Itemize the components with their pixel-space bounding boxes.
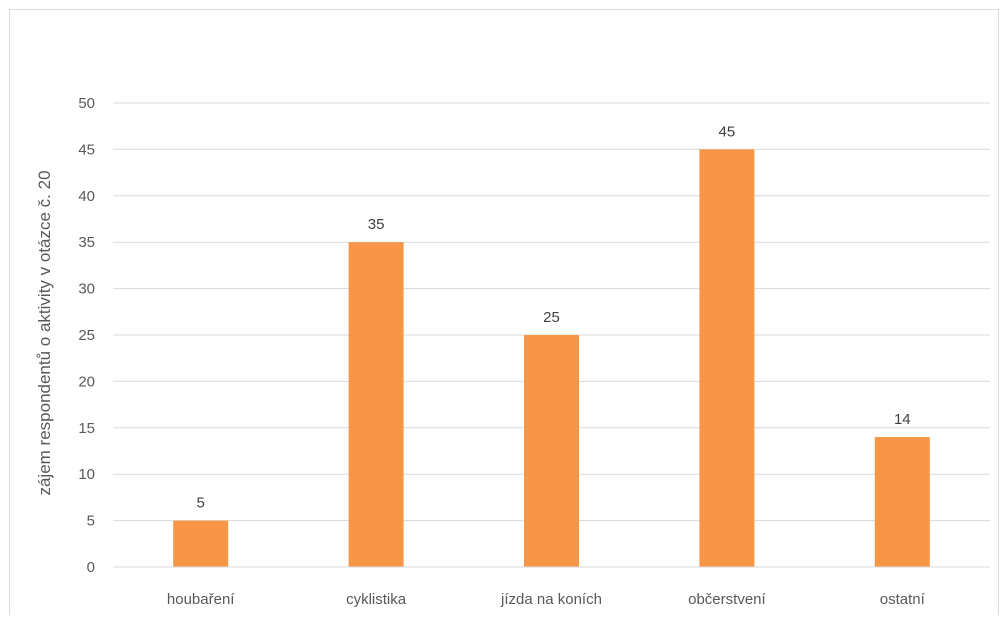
data-label: 45 [719, 123, 736, 140]
y-tick-label: 25 [78, 327, 95, 344]
y-tick-label: 10 [78, 466, 95, 483]
bar-2 [524, 335, 579, 567]
data-labels: 5 35 25 45 14 [197, 123, 911, 511]
x-axis-categories: houbaření cyklistika jízda na koních občers… [167, 591, 926, 608]
y-tick-label: 45 [78, 141, 95, 158]
y-tick-label: 35 [78, 234, 95, 251]
x-category-label: houbaření [167, 591, 235, 608]
data-label: 14 [894, 411, 911, 428]
bar-4 [874, 437, 930, 567]
x-category-label: občerstvení [688, 591, 766, 608]
y-tick-label: 5 [87, 513, 95, 530]
data-label: 35 [368, 216, 385, 233]
y-axis-title: zájem respondentů o aktivity v otázce č.… [35, 170, 54, 495]
data-label: 5 [197, 495, 205, 512]
bar-0 [173, 520, 229, 567]
bar-3 [699, 149, 755, 567]
bars [173, 149, 930, 567]
y-tick-label: 50 [78, 95, 95, 112]
x-category-label: cyklistika [346, 591, 407, 608]
chart-frame [9, 9, 999, 615]
y-tick-label: 0 [87, 559, 95, 576]
y-tick-label: 20 [78, 373, 95, 390]
y-tick-label: 30 [78, 281, 95, 298]
y-tick-label: 15 [78, 420, 95, 437]
y-tick-label: 40 [78, 188, 95, 205]
bar-1 [348, 242, 404, 567]
data-label: 25 [543, 309, 560, 326]
y-axis-ticks: 0 5 10 15 20 25 30 35 40 45 50 [78, 95, 95, 576]
x-category-label: ostatní [880, 591, 926, 608]
x-category-label: jízda na koních [500, 591, 602, 608]
